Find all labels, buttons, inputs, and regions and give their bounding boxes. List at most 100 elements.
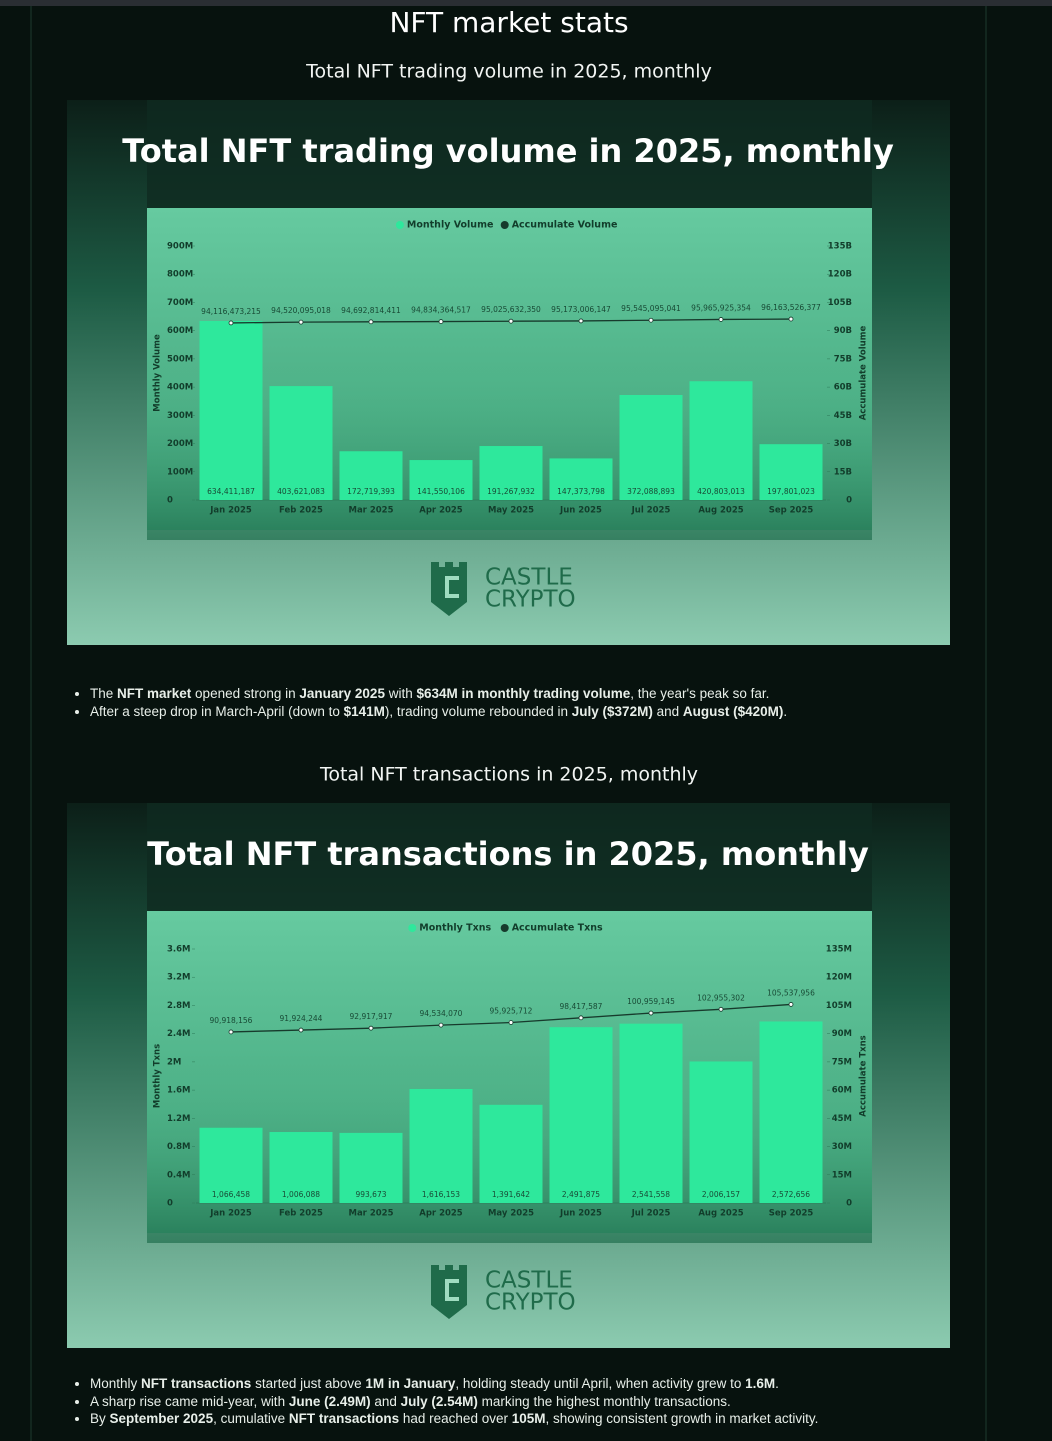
note-text: 1M in January xyxy=(365,1376,456,1391)
line-point xyxy=(438,1022,444,1028)
note-item: A sharp rise came mid-year, with June (2… xyxy=(90,1393,990,1411)
note-text: Monthly xyxy=(90,1376,142,1391)
line-value-label: 100,959,145 xyxy=(627,997,675,1006)
y2-axis-title: Accumulate Txns xyxy=(859,1035,869,1116)
line-point xyxy=(298,319,304,325)
bar-value-label: 372,088,893 xyxy=(627,487,675,496)
note-item: Monthly NFT transactions started just ab… xyxy=(90,1375,990,1393)
note-text: . xyxy=(783,703,788,719)
bar-value-label: 993,673 xyxy=(355,1190,386,1199)
bar-value-label: 2,491,875 xyxy=(562,1190,600,1199)
line-point xyxy=(298,1027,304,1033)
page-title: NFT market stats xyxy=(389,6,628,39)
note-text: September 2025 xyxy=(109,1411,214,1426)
legend-label: Accumulate Volume xyxy=(512,220,618,231)
note-text: and xyxy=(652,703,683,719)
note-text: and xyxy=(370,1393,401,1409)
bar xyxy=(759,444,823,500)
y2-tick-label: 45M xyxy=(832,1114,852,1124)
legend-swatch xyxy=(408,924,417,932)
x-tick-label: Feb 2025 xyxy=(279,506,323,516)
line-point xyxy=(788,1002,794,1007)
bar-value-label: 2,006,157 xyxy=(702,1190,740,1199)
y2-tick-label: 60B xyxy=(834,383,852,393)
note-text: July (2.54M) xyxy=(400,1393,478,1409)
y-axis-title: Monthly Txns xyxy=(153,1044,163,1108)
line-point xyxy=(368,1025,374,1031)
y2-tick-label: 75B xyxy=(834,354,852,364)
brand-line: CASTLE xyxy=(485,565,573,591)
y2-tick-label: 90M xyxy=(832,1029,852,1039)
note-text: , showing consistent growth in market ac… xyxy=(545,1411,819,1426)
bar xyxy=(689,381,753,500)
note-text: By xyxy=(90,1411,110,1426)
bar xyxy=(409,460,473,500)
note-item: By September 2025, cumulative NFT transa… xyxy=(90,1410,990,1428)
y2-axis-title: Accumulate Volume xyxy=(859,325,869,420)
line-value-label: 102,955,302 xyxy=(697,993,745,1002)
y2-tick-label: 30B xyxy=(834,439,852,449)
note-text: NFT transactions xyxy=(288,1411,400,1426)
x-tick-label: Mar 2025 xyxy=(348,1209,393,1219)
line-point xyxy=(718,317,724,322)
bar-value-label: 191,267,932 xyxy=(487,487,535,496)
y2-tick-label: 105B xyxy=(828,298,852,308)
y2-tick-label: 90B xyxy=(834,326,852,336)
y-tick-label: 500M xyxy=(167,354,193,364)
x-tick-label: Jul 2025 xyxy=(631,506,671,516)
logo-mark xyxy=(445,1279,459,1301)
legend-label: Monthly Volume xyxy=(407,220,494,231)
x-tick-label: Aug 2025 xyxy=(698,506,743,516)
note-text: NFT transactions xyxy=(141,1376,252,1391)
line-value-label: 95,925,712 xyxy=(490,1007,533,1016)
line-value-label: 95,545,095,041 xyxy=(621,304,681,313)
notes-list: Monthly NFT transactions started just ab… xyxy=(72,1375,990,1428)
y2-tick-label: 135M xyxy=(826,945,852,955)
bar xyxy=(479,446,543,500)
x-tick-label: Jun 2025 xyxy=(559,506,602,516)
bar xyxy=(619,394,683,500)
x-tick-label: Sep 2025 xyxy=(769,1209,814,1219)
bar xyxy=(199,1127,263,1203)
note-text: After a steep drop in March-April (down … xyxy=(90,703,344,719)
x-tick-label: Aug 2025 xyxy=(698,1209,743,1219)
note-item: The NFT market opened strong in January … xyxy=(90,685,990,703)
note-text: ), trading volume rebounded in xyxy=(384,703,572,719)
x-tick-label: Feb 2025 xyxy=(279,1209,323,1219)
top-bar xyxy=(0,0,1052,6)
bar-value-label: 1,616,153 xyxy=(422,1190,460,1199)
y-tick-label: 800M xyxy=(167,270,193,280)
title-band xyxy=(147,100,872,208)
bar-value-label: 147,373,798 xyxy=(557,487,605,496)
note-text: July ($372M) xyxy=(571,703,653,719)
line-point xyxy=(368,319,374,325)
x-tick-label: Apr 2025 xyxy=(419,1209,463,1219)
x-tick-label: May 2025 xyxy=(488,506,534,516)
bar xyxy=(269,386,333,500)
legend-label: Monthly Txns xyxy=(419,923,491,934)
note-text: , cumulative xyxy=(213,1411,289,1426)
y-axis-title: Monthly Volume xyxy=(153,334,163,412)
y2-tick-label: 0 xyxy=(846,496,852,506)
bar-value-label: 1,066,458 xyxy=(212,1190,250,1199)
y-tick-label: 900M xyxy=(167,242,193,252)
line-value-label: 90,918,156 xyxy=(210,1016,253,1025)
line-point xyxy=(508,318,514,324)
x-tick-label: Sep 2025 xyxy=(769,506,814,516)
note-text: 1.6M xyxy=(745,1376,776,1391)
line-point xyxy=(508,1020,514,1025)
bar-value-label: 2,541,558 xyxy=(632,1190,670,1199)
note-text: . xyxy=(775,1376,779,1391)
bar-value-label: 420,803,013 xyxy=(697,487,745,496)
y-tick-label: 0 xyxy=(167,496,173,506)
notes-list: The NFT market opened strong in January … xyxy=(72,685,990,720)
y-tick-label: 3.6M xyxy=(167,945,191,955)
y2-tick-label: 0 xyxy=(846,1199,852,1209)
bar xyxy=(759,1021,823,1203)
bar xyxy=(339,1132,403,1203)
line-value-label: 105,537,956 xyxy=(767,988,815,997)
brand-line: CRYPTO xyxy=(485,587,576,613)
y2-tick-label: 120M xyxy=(826,973,852,983)
bar xyxy=(689,1061,753,1203)
